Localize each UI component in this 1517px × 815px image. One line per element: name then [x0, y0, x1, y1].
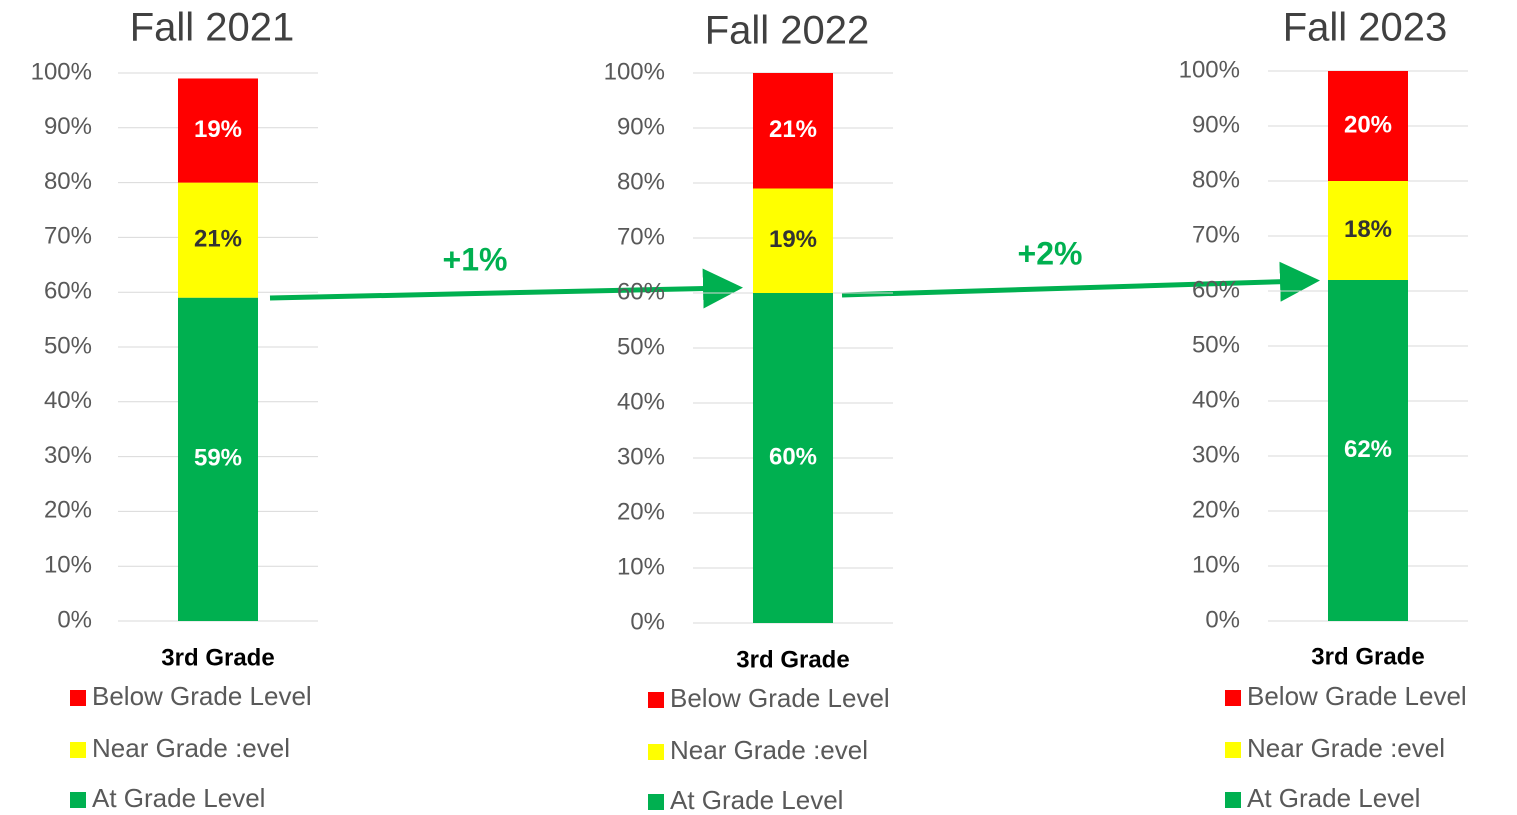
y-tick-label: 30%	[44, 442, 92, 469]
legend-swatch	[648, 744, 664, 760]
y-tick-label: 90%	[1192, 111, 1240, 138]
y-tick-label: 10%	[617, 553, 665, 580]
legend-swatch	[1225, 792, 1241, 808]
y-tick-label: 90%	[617, 113, 665, 140]
legend-swatch	[648, 692, 664, 708]
y-tick-label: 0%	[57, 606, 92, 633]
chart-title: Fall 2023	[1283, 6, 1448, 50]
bar-segment	[178, 297, 258, 621]
trend-arrow	[841, 261, 1320, 302]
y-tick-label: 20%	[617, 498, 665, 525]
data-label: 19%	[194, 116, 242, 143]
y-tick-label: 30%	[1192, 441, 1240, 468]
y-tick-label: 0%	[630, 608, 665, 635]
x-tick-label: 3rd Grade	[161, 644, 274, 671]
y-tick-label: 100%	[31, 58, 92, 85]
y-tick-label: 50%	[44, 332, 92, 359]
legend-label: At Grade Level	[92, 783, 265, 813]
legend-label: Near Grade :evel	[1247, 733, 1445, 763]
data-label: 18%	[1344, 216, 1392, 243]
bar-segment	[178, 78, 258, 183]
data-label: 20%	[1344, 111, 1392, 138]
bar-segment	[178, 182, 258, 298]
data-label: 21%	[194, 225, 242, 252]
legend-label: Near Grade :evel	[92, 733, 290, 763]
bar-segment	[1328, 280, 1408, 621]
y-tick-label: 60%	[44, 278, 92, 305]
y-tick-label: 100%	[1179, 56, 1240, 83]
y-tick-label: 30%	[617, 443, 665, 470]
y-tick-label: 70%	[44, 223, 92, 250]
legend-label: Near Grade :evel	[670, 735, 868, 765]
chart-title: Fall 2021	[130, 6, 295, 50]
bar-segment	[753, 293, 833, 623]
legend-swatch	[70, 690, 86, 706]
y-tick-label: 90%	[44, 113, 92, 140]
data-label: 21%	[769, 116, 817, 143]
bar-segment	[1328, 181, 1408, 280]
data-label: 59%	[194, 445, 242, 472]
y-tick-label: 10%	[1192, 551, 1240, 578]
y-tick-label: 80%	[44, 168, 92, 195]
y-tick-label: 60%	[1192, 276, 1240, 303]
legend-label: Below Grade Level	[1247, 681, 1467, 711]
y-tick-label: 50%	[1192, 331, 1240, 358]
data-label: 60%	[769, 443, 817, 470]
change-annotation: +2%	[1018, 235, 1083, 271]
y-tick-label: 50%	[617, 333, 665, 360]
y-tick-label: 40%	[44, 387, 92, 414]
data-label: 62%	[1344, 436, 1392, 463]
trend-arrow	[269, 268, 743, 309]
legend-label: Below Grade Level	[670, 683, 890, 713]
x-tick-label: 3rd Grade	[1311, 643, 1424, 670]
legend-label: At Grade Level	[670, 785, 843, 815]
legend-swatch	[1225, 690, 1241, 706]
legend-swatch	[1225, 742, 1241, 758]
y-tick-label: 20%	[44, 497, 92, 524]
legend-label: Below Grade Level	[92, 681, 312, 711]
y-tick-label: 70%	[617, 223, 665, 250]
y-tick-label: 10%	[44, 552, 92, 579]
y-tick-label: 80%	[617, 168, 665, 195]
change-annotation: +1%	[443, 241, 508, 277]
data-label: 19%	[769, 226, 817, 253]
y-tick-label: 40%	[617, 388, 665, 415]
bar-segment	[753, 73, 833, 189]
bar-segment	[1328, 71, 1408, 181]
chart-title: Fall 2022	[705, 9, 870, 53]
legend-label: At Grade Level	[1247, 783, 1420, 813]
bar-segment	[753, 188, 833, 293]
y-tick-label: 40%	[1192, 386, 1240, 413]
y-tick-label: 60%	[617, 278, 665, 305]
y-tick-label: 20%	[1192, 496, 1240, 523]
y-tick-label: 0%	[1205, 606, 1240, 633]
y-tick-label: 80%	[1192, 166, 1240, 193]
y-tick-label: 70%	[1192, 221, 1240, 248]
legend-swatch	[648, 794, 664, 810]
x-tick-label: 3rd Grade	[736, 646, 849, 673]
legend-swatch	[70, 742, 86, 758]
legend-swatch	[70, 792, 86, 808]
y-tick-label: 100%	[604, 58, 665, 85]
